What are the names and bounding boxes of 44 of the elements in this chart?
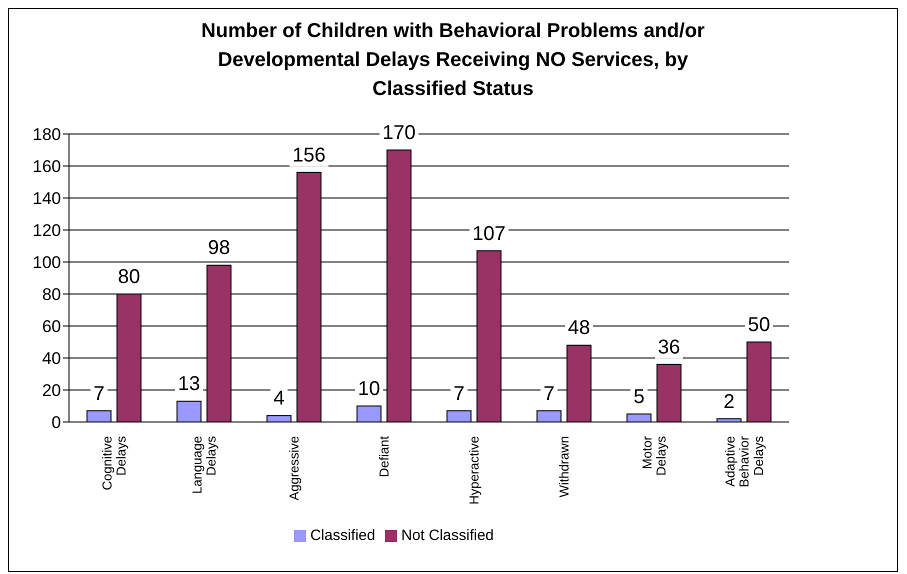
data-label: 10 — [358, 378, 380, 400]
data-label: 36 — [658, 336, 680, 358]
bar — [176, 400, 202, 422]
y-tick-label: 0 — [52, 413, 61, 432]
y-tick-label: 100 — [32, 253, 61, 272]
x-tick-label: Withdrawn — [556, 436, 572, 498]
bar — [446, 410, 472, 422]
x-tick-label: Aggressive — [286, 436, 302, 500]
x-tick-label: Defiant — [376, 436, 392, 478]
y-tick-label: 80 — [42, 285, 61, 304]
data-label: 2 — [723, 390, 735, 413]
bar — [626, 414, 652, 422]
data-label: 5 — [633, 386, 645, 408]
legend-label: Not Classified — [401, 527, 494, 544]
bar — [356, 406, 382, 422]
y-tick-label: 160 — [32, 157, 61, 176]
x-tick-label: Language Delays — [189, 436, 219, 494]
y-tick-label: 40 — [42, 349, 61, 368]
data-label: 48 — [568, 317, 590, 340]
data-label: 80 — [118, 266, 140, 288]
legend-label: Classified — [310, 527, 376, 544]
x-tick-label: Motor Delays — [639, 435, 669, 476]
data-label: 13 — [178, 373, 200, 396]
y-tick-label: 140 — [32, 189, 61, 208]
data-label: 50 — [748, 314, 770, 336]
data-label: 98 — [208, 237, 230, 260]
y-tick-label: 20 — [42, 381, 61, 400]
data-label: 156 — [292, 144, 326, 166]
bar — [536, 410, 562, 422]
bar — [86, 410, 112, 422]
data-label: 170 — [382, 122, 416, 144]
chart-title: Number of Children with Behavioral Problems and/or Developmental Delays Receiving NO Services, by Classified Status — [200, 19, 706, 102]
y-tick-label: 180 — [32, 125, 61, 144]
data-label: 7 — [453, 382, 465, 405]
x-tick-label: Hyperactive — [466, 436, 482, 505]
x-tick-label: Adaptive Behavior Delays — [722, 435, 766, 488]
data-label: 107 — [472, 222, 506, 245]
bar — [266, 415, 292, 422]
data-label: 7 — [93, 382, 105, 405]
y-tick-label: 60 — [42, 317, 61, 336]
x-tick-label: Cognitive Delays — [99, 436, 129, 490]
data-label: 4 — [273, 388, 285, 410]
y-tick-label: 120 — [32, 221, 61, 240]
data-label: 7 — [543, 382, 555, 405]
